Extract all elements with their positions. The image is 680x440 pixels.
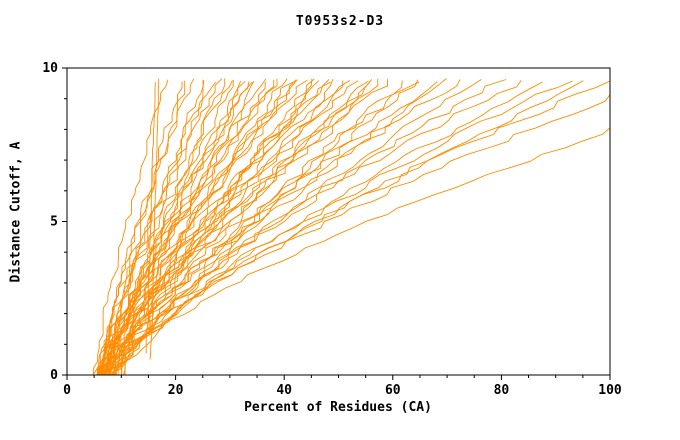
curve-line xyxy=(100,79,298,376)
x-tick-label: 100 xyxy=(598,383,622,398)
curve-line xyxy=(92,81,183,376)
curve-line xyxy=(121,80,573,375)
curve-line xyxy=(111,81,543,376)
curve-line xyxy=(101,78,226,375)
curve-line xyxy=(113,79,522,376)
curve-line xyxy=(123,127,611,376)
curve-line xyxy=(102,80,344,375)
y-tick-label: 10 xyxy=(42,61,58,76)
x-tick-label: 20 xyxy=(168,383,184,398)
x-tick-label: 80 xyxy=(494,383,510,398)
chart-title: T0953s2-D3 xyxy=(295,14,385,29)
curve-line xyxy=(107,78,447,376)
x-tick-label: 40 xyxy=(276,383,292,398)
curve-line xyxy=(96,81,217,375)
curve-line xyxy=(96,81,295,376)
y-tick-label: 0 xyxy=(50,368,58,383)
curve-line xyxy=(108,79,461,376)
curve-line xyxy=(120,80,611,375)
curve-line xyxy=(115,79,482,375)
curve-line xyxy=(103,81,266,376)
curve-line xyxy=(106,78,330,375)
curve-line xyxy=(97,81,250,375)
y-axis-label: Distance Cutoff, A xyxy=(8,141,24,283)
curve-line xyxy=(99,79,334,376)
y-tick-label: 5 xyxy=(50,215,58,230)
curve-line xyxy=(100,78,315,376)
x-tick-label: 0 xyxy=(63,383,71,398)
curve-line xyxy=(106,79,373,376)
curve-line xyxy=(113,80,584,375)
x-axis-label: Percent of Residues (CA) xyxy=(244,400,432,415)
curve-line xyxy=(115,80,351,375)
curve-line xyxy=(92,79,169,375)
x-tick-label: 60 xyxy=(385,383,401,398)
curve-line xyxy=(98,80,186,375)
curve-line xyxy=(101,81,371,376)
curve-line xyxy=(124,94,611,375)
curve-line xyxy=(106,80,242,376)
curve-line xyxy=(96,79,234,376)
